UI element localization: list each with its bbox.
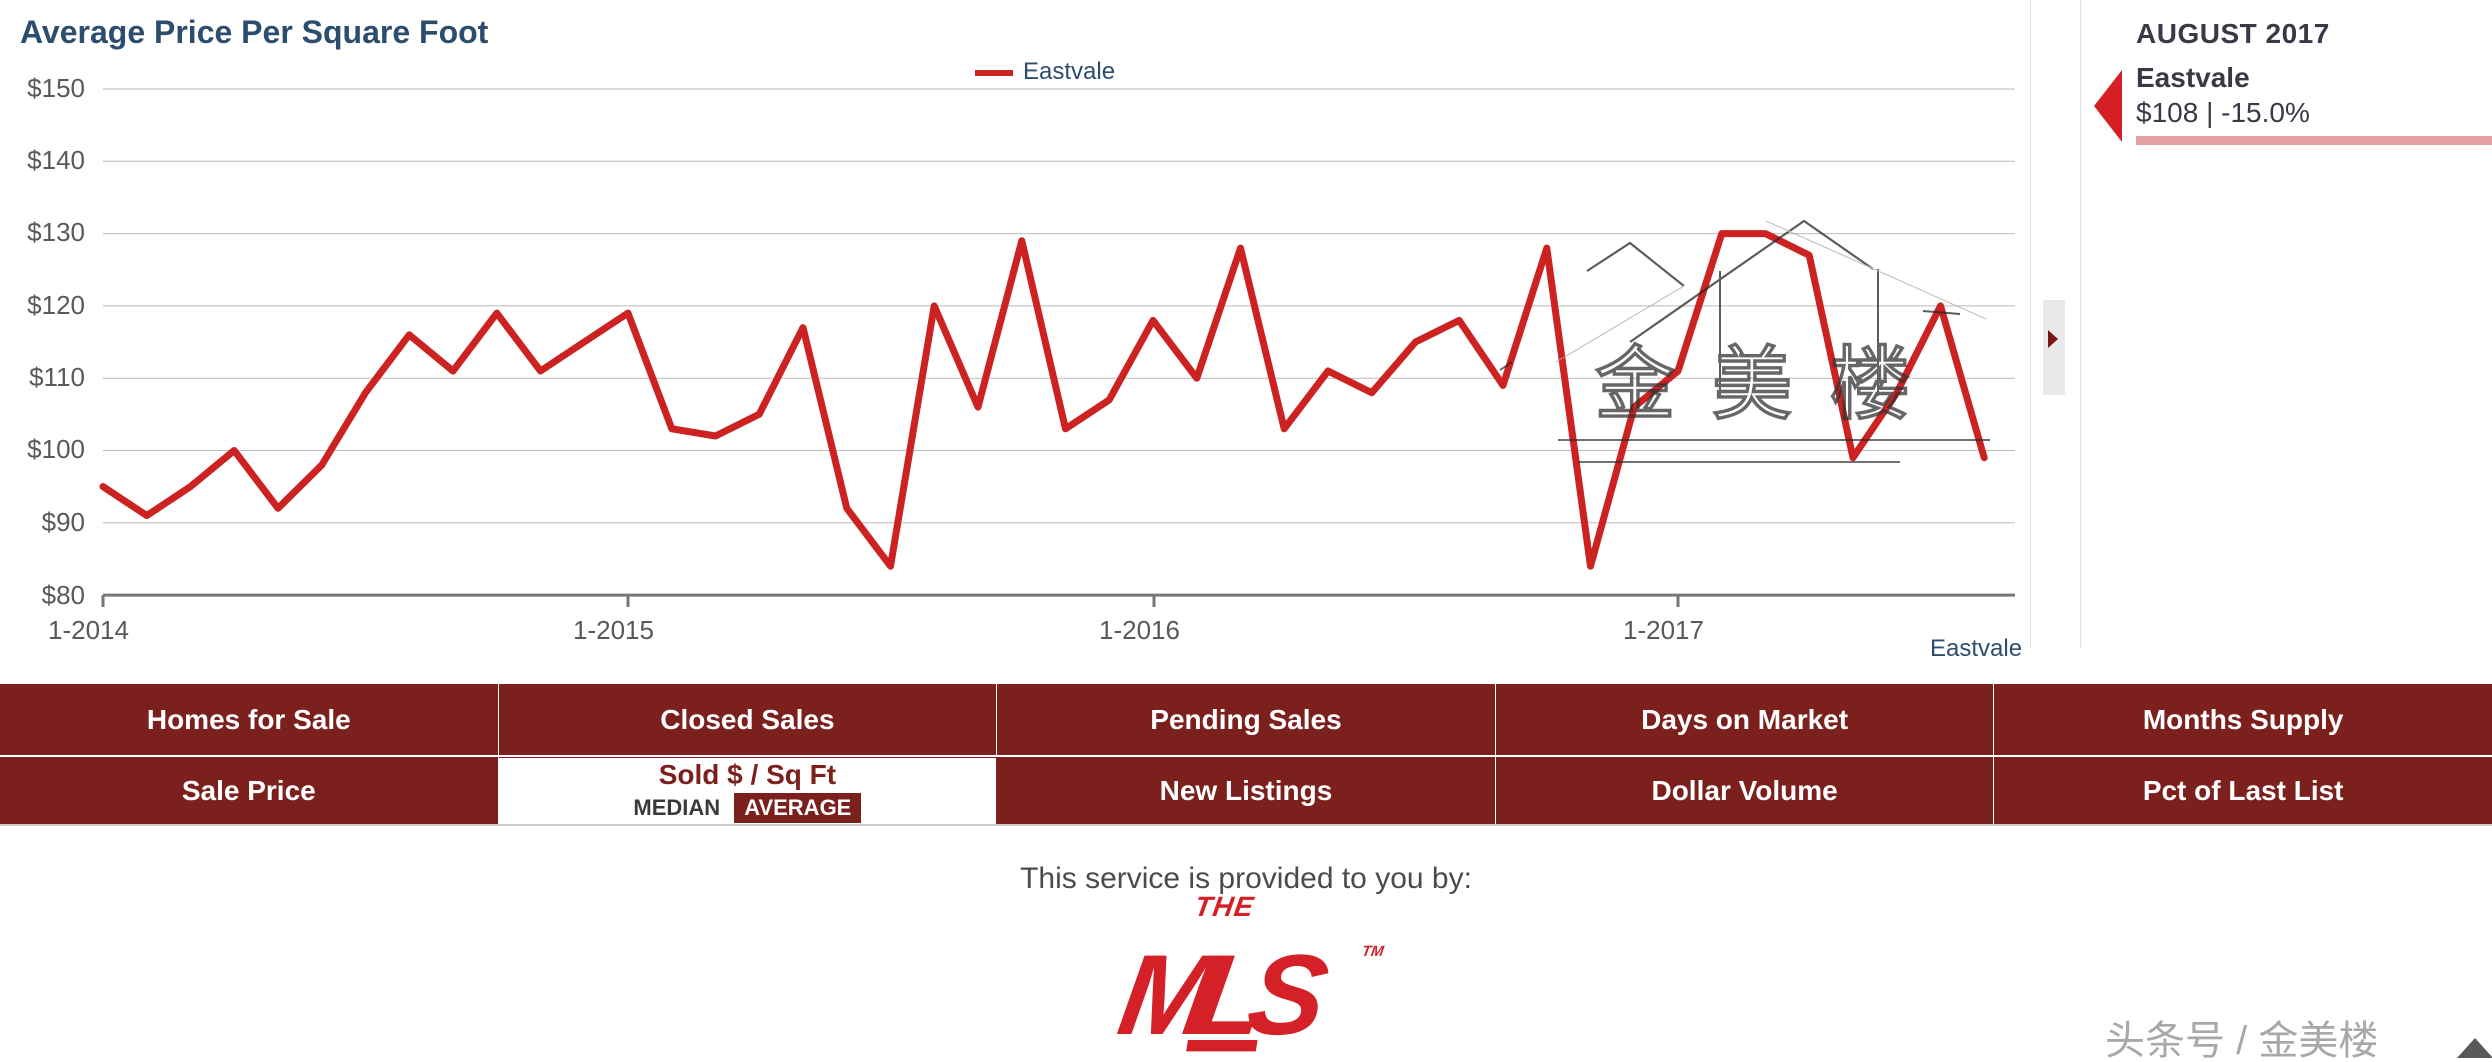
svg-text:美: 美 <box>1712 340 1792 429</box>
svg-text:THE: THE <box>1193 890 1257 922</box>
svg-text:金: 金 <box>1594 340 1676 429</box>
svg-text:TM: TM <box>1361 943 1386 960</box>
svg-text:楼: 楼 <box>1830 340 1910 429</box>
